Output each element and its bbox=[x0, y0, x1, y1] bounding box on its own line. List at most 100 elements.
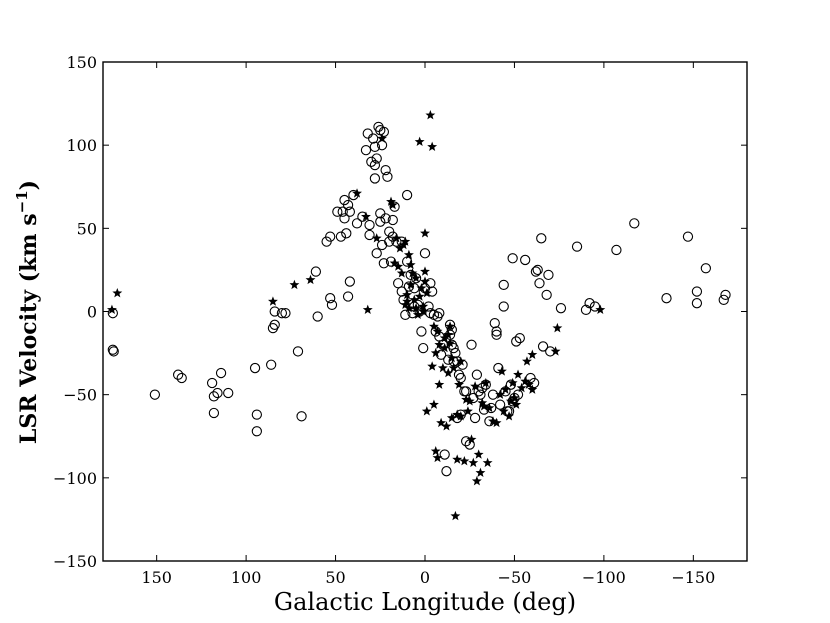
data-point-circle bbox=[149, 389, 161, 400]
data-point-star bbox=[505, 396, 516, 406]
data-point-circle bbox=[491, 329, 502, 340]
data-point-circle bbox=[589, 301, 601, 312]
data-point-circle bbox=[511, 336, 522, 347]
data-point-circle bbox=[419, 248, 431, 259]
data-point-star bbox=[429, 321, 439, 331]
data-point-circle bbox=[108, 346, 119, 357]
x-tick-label: 50 bbox=[325, 568, 345, 587]
data-point-star bbox=[429, 399, 439, 409]
data-point-star bbox=[305, 274, 316, 285]
data-point-circle bbox=[332, 206, 343, 217]
y-axis-label-close: ) bbox=[16, 180, 42, 190]
data-point-star bbox=[402, 296, 413, 306]
x-tick-label: 0 bbox=[420, 568, 430, 587]
x-tick-label: 150 bbox=[141, 568, 172, 587]
data-point-star bbox=[421, 406, 432, 416]
data-point-circle bbox=[469, 412, 481, 424]
data-point-circle bbox=[682, 231, 694, 242]
data-point-star bbox=[411, 273, 421, 283]
data-point-star bbox=[112, 288, 123, 298]
data-point-circle bbox=[310, 266, 322, 277]
data-point-circle bbox=[494, 399, 506, 410]
data-point-star bbox=[420, 276, 430, 286]
data-point-circle bbox=[371, 248, 382, 259]
data-point-circle bbox=[493, 362, 504, 374]
x-tick-label: −150 bbox=[671, 568, 715, 587]
data-point-circle bbox=[369, 159, 381, 171]
data-point-circle bbox=[335, 231, 347, 242]
data-point-circle bbox=[382, 171, 393, 182]
data-point-circle bbox=[543, 269, 554, 281]
data-point-star bbox=[470, 381, 481, 391]
data-point-circle bbox=[401, 189, 413, 201]
data-point-star bbox=[441, 421, 452, 431]
data-point-circle bbox=[351, 218, 363, 229]
data-point-circle bbox=[266, 359, 277, 370]
data-point-star bbox=[516, 382, 527, 393]
data-point-star bbox=[595, 304, 606, 315]
data-point-circle bbox=[520, 254, 531, 266]
data-point-star bbox=[446, 352, 457, 363]
data-point-circle bbox=[344, 276, 356, 287]
data-point-circle bbox=[360, 145, 372, 156]
data-point-circle bbox=[326, 299, 338, 310]
data-point-star bbox=[482, 457, 493, 468]
data-point-circle bbox=[720, 289, 731, 301]
data-point-circle bbox=[475, 389, 486, 400]
data-point-circle bbox=[269, 319, 280, 330]
data-point-circle bbox=[249, 362, 261, 374]
data-point-star bbox=[522, 356, 532, 366]
data-point-circle bbox=[369, 173, 381, 184]
data-point-star bbox=[434, 339, 445, 349]
data-point-circle bbox=[691, 298, 703, 309]
data-point-star bbox=[425, 110, 436, 120]
data-point-star bbox=[491, 417, 502, 428]
star-series bbox=[107, 110, 606, 521]
data-point-circle bbox=[337, 206, 348, 217]
data-point-circle bbox=[296, 411, 307, 422]
data-point-circle bbox=[325, 293, 336, 304]
data-point-star bbox=[395, 243, 405, 253]
data-point-circle bbox=[537, 341, 549, 352]
data-point-star bbox=[389, 258, 400, 268]
data-point-circle bbox=[176, 372, 187, 384]
data-point-star bbox=[477, 397, 488, 408]
data-point-circle bbox=[498, 279, 509, 291]
data-point-star bbox=[513, 369, 523, 379]
data-point-circle bbox=[444, 319, 456, 330]
data-point-circle bbox=[448, 342, 459, 354]
data-point-star bbox=[405, 259, 416, 270]
data-point-star bbox=[454, 379, 464, 389]
data-point-star bbox=[443, 329, 454, 339]
data-point-circle bbox=[251, 409, 262, 420]
data-point-circle bbox=[611, 244, 622, 256]
data-point-circle bbox=[312, 311, 323, 322]
data-point-circle bbox=[389, 201, 400, 212]
data-point-star bbox=[420, 266, 430, 276]
data-point-circle bbox=[439, 449, 450, 460]
data-point-circle bbox=[700, 263, 712, 274]
data-point-star bbox=[496, 366, 507, 376]
data-point-circle bbox=[471, 369, 483, 380]
data-point-star bbox=[396, 268, 407, 278]
data-point-circle bbox=[571, 241, 583, 252]
data-point-circle bbox=[498, 301, 509, 312]
data-point-star bbox=[550, 346, 561, 356]
data-point-circle bbox=[378, 126, 390, 138]
y-axis-label-main: LSR Velocity (km s bbox=[16, 213, 42, 444]
y-axis-label: LSR Velocity (km s−1) bbox=[13, 180, 42, 444]
data-point-circle bbox=[393, 278, 404, 289]
x-tick-label: −50 bbox=[498, 568, 532, 587]
data-point-circle bbox=[514, 332, 525, 344]
data-point-circle bbox=[344, 206, 356, 217]
data-point-circle bbox=[536, 233, 547, 244]
data-point-circle bbox=[455, 372, 466, 384]
data-point-star bbox=[434, 379, 445, 389]
data-point-star bbox=[402, 289, 413, 300]
data-point-star bbox=[498, 406, 509, 416]
data-point-star bbox=[452, 454, 463, 464]
data-point-star bbox=[418, 306, 429, 316]
data-point-star bbox=[427, 361, 438, 371]
data-point-star bbox=[268, 296, 278, 306]
data-point-star bbox=[448, 362, 459, 373]
